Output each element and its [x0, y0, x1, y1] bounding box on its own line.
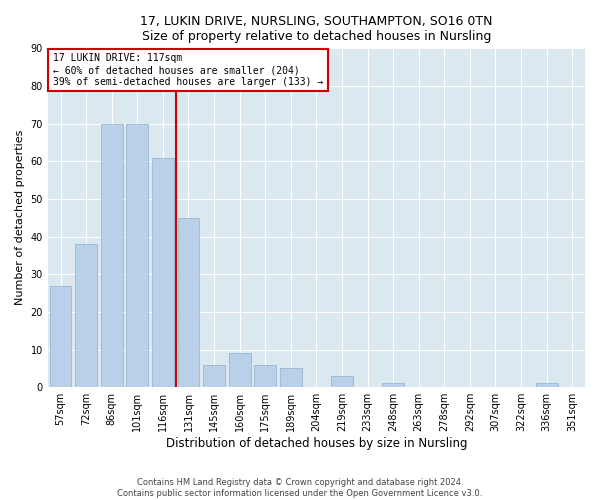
Bar: [382, 384, 404, 387]
Bar: [331, 376, 353, 387]
Bar: [152, 158, 174, 387]
Bar: [254, 364, 276, 387]
Bar: [50, 286, 71, 387]
Y-axis label: Number of detached properties: Number of detached properties: [15, 130, 25, 306]
Text: Contains HM Land Registry data © Crown copyright and database right 2024.
Contai: Contains HM Land Registry data © Crown c…: [118, 478, 482, 498]
Bar: [229, 354, 251, 387]
Text: 17 LUKIN DRIVE: 117sqm
← 60% of detached houses are smaller (204)
39% of semi-de: 17 LUKIN DRIVE: 117sqm ← 60% of detached…: [53, 54, 323, 86]
Bar: [75, 244, 97, 387]
Bar: [127, 124, 148, 387]
Title: 17, LUKIN DRIVE, NURSLING, SOUTHAMPTON, SO16 0TN
Size of property relative to de: 17, LUKIN DRIVE, NURSLING, SOUTHAMPTON, …: [140, 15, 493, 43]
Bar: [203, 364, 225, 387]
Bar: [280, 368, 302, 387]
X-axis label: Distribution of detached houses by size in Nursling: Distribution of detached houses by size …: [166, 437, 467, 450]
Bar: [536, 384, 557, 387]
Bar: [178, 218, 199, 387]
Bar: [101, 124, 122, 387]
